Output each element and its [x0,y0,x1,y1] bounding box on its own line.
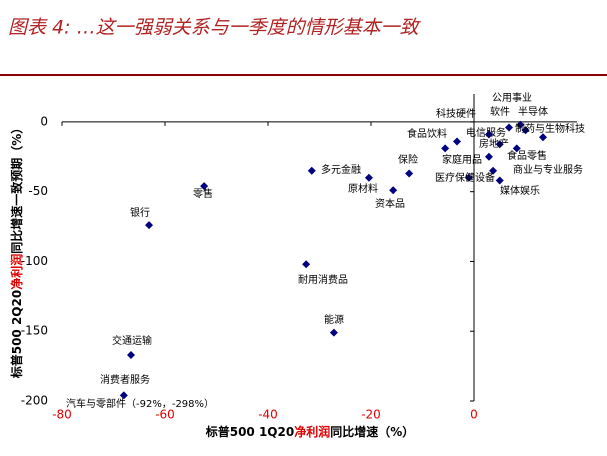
point-label: 房地产 [479,137,509,150]
x-tick-label: -60 [155,408,175,422]
y-axis-label: 标普500 2Q20净利润同比增速一致预期（%） [9,122,24,380]
point [302,260,311,269]
point [364,173,373,182]
point-label: 半导体 [518,105,548,118]
point-label: 公用事业 [492,91,532,104]
point-label: 电信服务 [466,126,506,139]
point-label: 制药与生物科技 [515,122,585,135]
point [521,126,530,135]
point-label: 软件 [490,105,510,118]
point [200,182,209,191]
chart-title: 图表 4: …这一强弱关系与一季度的情形基本一致 [8,17,422,39]
y-tick-label: -50 [28,184,48,198]
point-label: 家庭用品 [442,153,482,166]
point [145,221,154,230]
point [516,120,525,129]
point-label: 保险 [398,153,418,166]
point [489,166,498,175]
x-tick-label: -20 [361,408,381,422]
annotation: 汽车与零部件（-92%，-298%） [66,397,214,410]
point-label: 交通运输 [112,334,152,347]
y-tick-label: 0 [40,114,48,128]
x-label-part: 净利润 [294,424,330,439]
point [464,173,473,182]
point-label: 能源 [324,313,344,326]
point [127,350,136,359]
point [389,186,398,195]
point-label: 耐用消费品 [298,273,348,286]
point-label: 零售 [193,187,213,200]
y-tick-label: -150 [21,324,48,338]
y-label-part: 标普500 2Q20 [9,290,24,379]
x-tick-label: -40 [258,408,278,422]
point-label: 消费者服务 [100,373,150,386]
point-label: 科技硬件 [436,107,476,120]
x-tick-label: 0 [470,408,478,422]
point [484,130,493,139]
x-tick-label: -80 [52,408,72,422]
point-label: 食品零售 [507,149,547,162]
point-label: 食品饮料 [407,127,447,140]
point [453,137,462,146]
y-label-part: 同比增速一致预期（%） [9,122,24,254]
point [505,123,514,132]
x-label-part: 标普500 1Q20 [205,424,294,439]
point [329,328,338,337]
point-label: 医疗保健设备 [435,171,495,184]
point [405,169,414,178]
y-tick-label: -100 [21,254,48,268]
point-label: 媒体娱乐 [500,184,540,197]
x-label-part: 同比增速（%） [330,424,414,439]
point [484,152,493,161]
x-axis-label: 标普500 1Q20净利润同比增速（%） [205,424,415,439]
point-label: 银行 [130,206,150,219]
point [307,166,316,175]
point [495,140,504,149]
point-label: 原材料 [348,182,378,195]
y-tick-label: -200 [21,394,48,408]
point-label: 商业与专业服务 [513,163,583,176]
point [495,176,504,185]
point [512,144,521,153]
point [539,133,548,142]
point [119,391,128,400]
point [441,144,450,153]
point-label: 资本品 [375,197,405,210]
point-label: 多元金融 [321,163,361,176]
y-label-part: 净利润 [9,254,24,290]
